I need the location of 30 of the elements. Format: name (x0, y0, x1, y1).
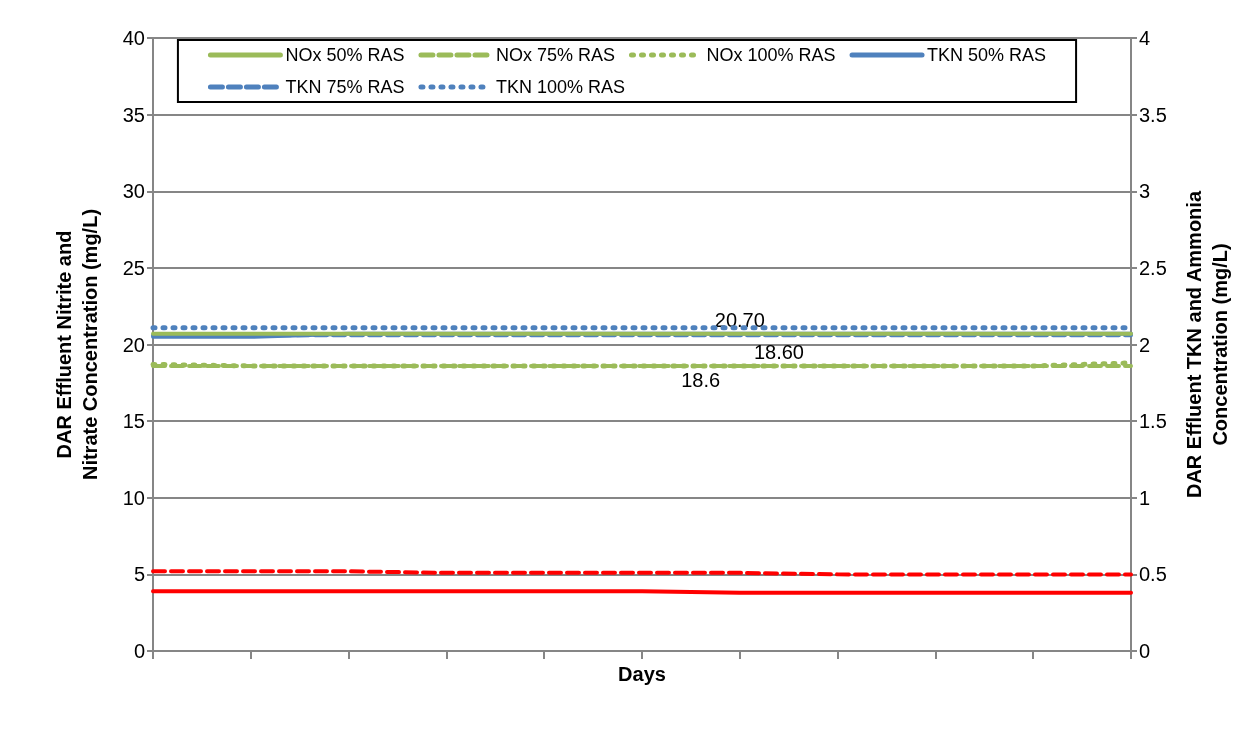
legend-label: TKN 100% RAS (495, 77, 626, 97)
y-tick-label: 35 (122, 103, 145, 126)
y-tick-label: 40 (122, 27, 145, 49)
annotation: 18.60 (753, 340, 804, 363)
legend-label: NOx 75% RAS (495, 45, 615, 65)
y-tick-label: 20 (122, 333, 145, 356)
y2-tick-label: 0.5 (1139, 563, 1167, 586)
y-tick-label: 15 (122, 410, 145, 433)
y2-tick-label: 2 (1139, 333, 1151, 356)
legend-label: NOx 100% RAS (706, 45, 836, 65)
legend-label: TKN 50% RAS (927, 45, 1047, 65)
y2-tick-label: 3 (1139, 180, 1151, 203)
annotation: 20.70 (714, 308, 765, 331)
y-axis-title: DAR Effluent Nitrite and Nitrate Concentration (mg/L) (53, 208, 101, 481)
y-tick-label: 30 (122, 180, 145, 203)
legend-label: NOx 50% RAS (285, 45, 405, 65)
x-axis-title: Days (618, 662, 666, 685)
y-tick-label: 10 (122, 486, 145, 509)
y2-tick-label: 1 (1139, 486, 1151, 509)
y-tick-label: 0 (133, 640, 145, 662)
y2-tick-label: 4 (1139, 27, 1151, 49)
annotation: 18.6 (681, 368, 721, 391)
y-tick-label: 25 (122, 256, 145, 279)
y-tick-label: 5 (133, 563, 145, 586)
y2-axis-title: DAR Effluent TKN and Ammonia Concentration (mg/L) (1183, 190, 1231, 499)
y2-tick-label: 0 (1139, 640, 1151, 662)
legend-label: TKN 75% RAS (285, 77, 405, 97)
y2-tick-label: 2.5 (1139, 256, 1167, 279)
y2-tick-label: 1.5 (1139, 410, 1167, 433)
y2-tick-label: 3.5 (1139, 103, 1167, 126)
